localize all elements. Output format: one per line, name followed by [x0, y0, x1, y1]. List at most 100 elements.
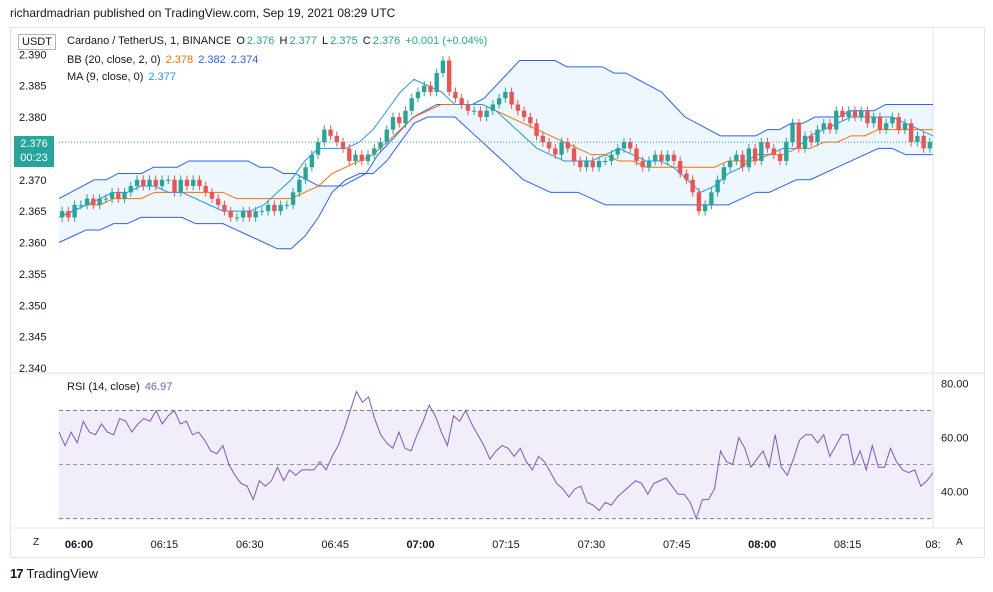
candle-body: [141, 179, 146, 187]
legend-c-value: 2.376: [372, 35, 401, 47]
candle-body: [471, 110, 477, 112]
candle-body: [172, 179, 177, 193]
candle-body: [571, 148, 577, 161]
candle-body: [927, 142, 933, 149]
bb-lower-line: [58, 116, 933, 250]
candle-body: [328, 129, 333, 136]
candle-body: [821, 123, 826, 130]
candle-body: [503, 91, 508, 99]
published-header: richardmadrian published on TradingView.…: [10, 6, 396, 20]
candle-body: [609, 154, 614, 161]
rsi-value: 46.97: [144, 381, 173, 393]
legend-h-label: H: [279, 35, 288, 47]
candle-body: [222, 204, 227, 212]
candle-body: [116, 192, 121, 199]
candle-body: [315, 142, 321, 155]
candle-body: [347, 148, 352, 161]
time-tick-label: 08:15: [834, 539, 862, 551]
candle-body: [553, 148, 558, 155]
candle-body: [453, 91, 458, 99]
candle-body: [846, 110, 851, 118]
candle-body: [734, 154, 739, 161]
candle-body: [322, 129, 327, 143]
candle-body: [440, 60, 446, 74]
price-tick-label: 2.380: [19, 112, 47, 124]
candle-body: [634, 148, 639, 161]
chart-canvas[interactable]: 2.340 2.345 2.350 2.355 2.360 2.365 2.370 2.375…: [11, 28, 984, 557]
tradingview-wordmark: TradingView: [26, 566, 99, 581]
last-price-tag: 2.376 00:23: [14, 136, 54, 167]
candle-body: [546, 142, 552, 149]
legend-c-label: C: [362, 35, 371, 47]
z-button[interactable]: Z: [33, 537, 40, 548]
candle-body: [228, 211, 233, 218]
candle-body: [209, 192, 215, 199]
candle-body: [465, 104, 471, 111]
candle-body: [203, 186, 208, 193]
price-tick-label: 2.385: [19, 81, 47, 93]
tradingview-logo[interactable]: 17 TradingView: [10, 566, 98, 581]
time-tick-label: 08:00: [748, 539, 776, 551]
candle-body: [653, 154, 658, 161]
candle-body: [153, 179, 158, 187]
candle-body: [746, 148, 752, 168]
legend-o-label: O: [236, 35, 245, 47]
currency-label[interactable]: USDT: [18, 34, 56, 50]
rsi-line: [58, 390, 934, 521]
candle-body: [384, 129, 389, 143]
time-tick-label: 06:00: [65, 539, 93, 551]
candle-body: [122, 192, 127, 199]
legend-o-value: 2.376: [246, 35, 275, 47]
candle-body: [590, 160, 595, 168]
candle-body: [409, 98, 414, 111]
candle-body: [353, 154, 358, 161]
rsi-legend-label: RSI (14, close): [67, 381, 140, 393]
candle-body: [459, 98, 464, 105]
candle-body: [496, 98, 502, 105]
candle-body: [684, 173, 689, 180]
price-tick-label: 2.365: [19, 206, 47, 218]
candle-body: [509, 91, 514, 105]
bb-band-fill: [59, 60, 933, 249]
candle-body: [484, 110, 489, 118]
candle-body: [290, 192, 296, 205]
candle-body: [540, 135, 546, 143]
candle-body: [253, 211, 258, 218]
bb-legend: BB (20, close, 2, 0) 2.378 2.382 2.374: [67, 54, 260, 66]
candle-body: [272, 204, 277, 212]
candle-body: [671, 154, 677, 161]
price-tick-label: 2.340: [19, 363, 47, 375]
rsi-legend: RSI (14, close) 46.97: [67, 381, 174, 393]
candle-body: [715, 179, 720, 193]
candle-body: [615, 148, 620, 155]
rsi-tick-label: 40.00: [941, 487, 969, 499]
candle-body: [216, 198, 221, 205]
auto-scale-button[interactable]: A: [956, 537, 963, 548]
chart-frame[interactable]: 2.340 2.345 2.350 2.355 2.360 2.365 2.370 2.375…: [10, 27, 985, 558]
candle-body: [97, 198, 102, 205]
candle-body: [359, 154, 364, 161]
candle-body: [234, 217, 240, 219]
bb-basis-value: 2.378: [165, 54, 194, 66]
candle-body: [665, 154, 670, 161]
candle-body: [191, 179, 196, 187]
ma-value: 2.377: [148, 71, 177, 83]
legend-title: Cardano / TetherUS, 1, BINANCE: [67, 35, 232, 47]
candle-body: [565, 142, 570, 149]
candle-body: [446, 60, 452, 92]
time-tick-label: 06:15: [151, 539, 179, 551]
legend-l-value: 2.375: [330, 35, 358, 47]
candle-body: [740, 154, 745, 168]
candle-body: [278, 204, 283, 212]
candle-body: [72, 204, 77, 218]
candle-body: [621, 142, 627, 149]
price-axis-ticks: 2.3402.3452.3502.3552.3602.3652.3702.375…: [19, 49, 47, 375]
candle-body: [103, 198, 109, 200]
candle-body: [515, 104, 521, 111]
legend-change: +0.001 (+0.04%): [405, 35, 488, 47]
candle-body: [559, 142, 564, 155]
candle-body: [303, 167, 308, 180]
candle-body: [534, 123, 539, 136]
candle-body: [702, 204, 708, 212]
time-tick-label: 06:30: [236, 539, 264, 551]
